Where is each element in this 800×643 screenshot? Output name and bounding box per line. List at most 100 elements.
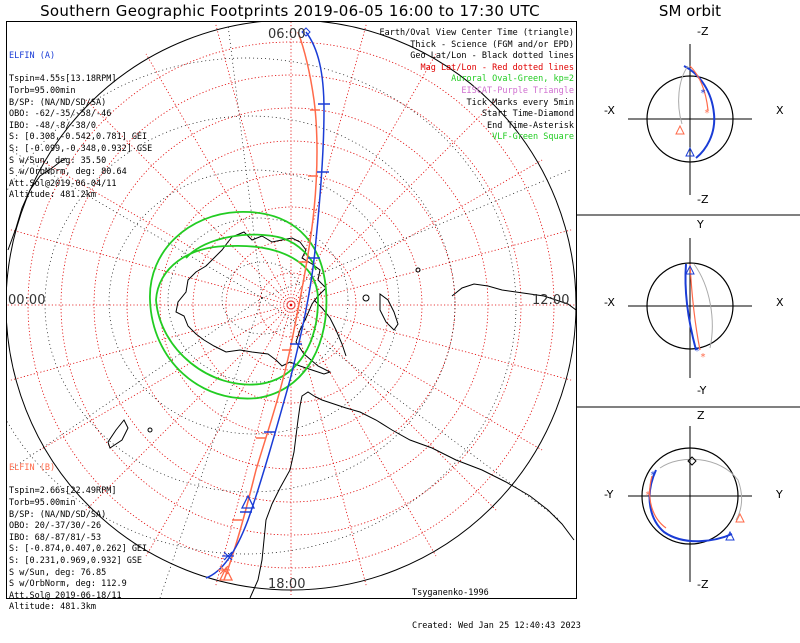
elfin-a-info: ELFIN (A) Tspin=4.55s[13.18RPM] Torb=95.0… — [9, 28, 152, 202]
sm1-axis-bottom: -Z — [697, 193, 709, 206]
sm2-axis-bottom: -Y — [697, 384, 707, 397]
mag-meridian-line — [39, 159, 292, 306]
sm2-axis-right: X — [776, 296, 784, 309]
elfin-a-info-line: OBO: -62/-35/-58/-46 — [9, 109, 112, 120]
legend-item: Thick - Science (FGM and/or EPD) — [410, 39, 574, 50]
elfin-a-header: ELFIN (A) — [9, 51, 56, 62]
elfin-a-info-line: IBO: -48/-8/-38/0 — [9, 120, 96, 131]
mag-meridian-line — [290, 304, 572, 381]
sm-panel-xy: * * — [628, 238, 752, 378]
elfin-b-view-center-triangle — [218, 566, 234, 581]
elfin-a-start-diamond — [301, 27, 311, 37]
elfin-a-info-line: Tspin=4.55s[13.18RPM] — [9, 74, 117, 85]
legend-item: EISCAT-Purple Triangle — [461, 85, 574, 96]
south-america-coastline — [249, 391, 575, 598]
mag-meridian-line — [10, 304, 292, 381]
legend-item: Geo Lat/Lon - Black dotted lines — [410, 51, 574, 62]
elfin-b-info-line: S: [0.231,0.969,0.932] GSE — [9, 555, 143, 566]
elfin-a-track — [205, 31, 325, 579]
mag-meridian-line — [290, 24, 367, 306]
elfin-a-end-asterisk — [222, 551, 234, 561]
elfin-a-info-line: S w/OrbNorm, deg: 80.64 — [9, 167, 127, 178]
sm1-axis-left: -X — [604, 104, 615, 117]
svg-text:*: * — [650, 470, 656, 481]
africa-coastline — [451, 283, 576, 311]
model-credit: Tsyganenko-1996 — [412, 588, 489, 598]
sm-panel-xz-top: * * — [628, 44, 752, 195]
time-label-right: 12:00 — [532, 293, 570, 308]
map-frame — [6, 21, 577, 599]
svg-text:*: * — [700, 352, 706, 363]
elfin-b-info-line: Att.Sol@ 2019-06-18/11 — [9, 590, 122, 601]
elfin-b-info: ELFIN (B) Tspin=2.66s[22.49RPM] Torb=95.0… — [9, 440, 147, 614]
created-timestamp: Created: Wed Jan 25 12:40:43 2023 — [412, 621, 581, 631]
mag-meridian-line — [85, 304, 292, 511]
elfin-b-info-line: S w/Sun, deg: 76.85 — [9, 567, 107, 578]
elfin-a-info-line: Altitude: 481.2km — [9, 190, 96, 201]
mag-meridian-line — [145, 53, 292, 306]
earth-limb — [7, 22, 576, 591]
mag-meridian-line — [290, 304, 367, 586]
auroral-oval-pole — [185, 233, 317, 271]
legend-item: Tick Marks every 5min — [466, 97, 574, 108]
plot-title: Southern Geographic Footprints 2019-06-0… — [40, 2, 540, 20]
mag-meridian-line — [290, 53, 437, 306]
sm3-axis-left: -Y — [604, 488, 614, 501]
new-zealand-coastline — [107, 419, 129, 449]
mag-meridian-line — [39, 304, 292, 451]
sm-orbit-title: SM orbit — [658, 2, 722, 20]
elfin-a-info-line: B/SP: (NA/ND/SD/SA) — [9, 97, 107, 108]
mag-meridian-line — [145, 304, 292, 557]
legend: Earth/Oval View Center Time (triangle) Th… — [380, 28, 574, 144]
elfin-b-ticks — [232, 109, 320, 521]
sm1-axis-top: -Z — [697, 25, 709, 38]
elfin-a-view-center-triangle — [240, 494, 256, 509]
mag-meridian-line — [290, 99, 497, 306]
auroral-oval-inner — [155, 245, 319, 386]
elfin-a-ticks — [240, 103, 330, 513]
elfin-b-info-line: B/SP: (NA/ND/SD/SA) — [9, 509, 107, 520]
antarctic-peninsula — [313, 299, 347, 357]
time-label-top: 06:00 — [268, 27, 306, 42]
legend-item: Start Time-Diamond — [481, 109, 574, 120]
mag-meridian-line — [290, 304, 497, 511]
mag-meridian-line — [215, 304, 292, 586]
madagascar-coastline — [379, 293, 399, 331]
elfin-a-info-line: S: [-0.099,-0.348,0.932] GSE — [9, 143, 153, 154]
mag-meridian-line — [85, 99, 292, 306]
sm-panel-yz: * * — [628, 426, 752, 582]
elfin-b-info-line: IBO: 68/-87/81/-53 — [9, 532, 102, 543]
mag-meridian-line — [290, 229, 572, 306]
mag-meridian-line — [290, 304, 543, 451]
antarctica-coastline — [175, 231, 332, 375]
elfin-b-end-asterisk — [218, 565, 230, 575]
svg-text:*: * — [700, 88, 706, 99]
sm3-axis-bottom: -Z — [697, 578, 709, 591]
time-label-left: 00:00 — [8, 293, 46, 308]
svg-text:*: * — [704, 108, 710, 119]
mag-meridian-line — [215, 24, 292, 306]
islands — [147, 267, 421, 433]
elfin-b-info-line: S w/OrbNorm, deg: 112.9 — [9, 579, 127, 590]
elfin-a-info-line: Torb=95.00min — [9, 85, 76, 96]
elfin-b-info-line: Tspin=2.66s[22.49RPM] — [9, 486, 117, 497]
elfin-a-info-line: S w/Sun, deg: 35.50 — [9, 155, 107, 166]
mag-meridian-line — [10, 229, 292, 306]
legend-item: Earth/Oval View Center Time (triangle) — [379, 28, 574, 38]
legend-item: Auroral Oval-Green, kp=2 — [451, 74, 574, 85]
australia-coastline — [7, 157, 67, 251]
mag-meridian-line — [290, 159, 543, 306]
elfin-b-info-line: Altitude: 481.3km — [9, 602, 96, 613]
elfin-b-info-line: Torb=95.00min — [9, 497, 76, 508]
svg-text:*: * — [694, 346, 700, 357]
mag-meridian-line — [290, 304, 437, 557]
sm2-axis-top: Y — [697, 218, 704, 231]
elfin-a-info-line: S: [0.308,-0.542,0.781] GEI — [9, 132, 148, 143]
elfin-b-info-line: S: [-0.874,0.407,0.262] GEI — [9, 544, 148, 555]
elfin-b-header: ELFIN (B) — [9, 463, 56, 474]
sm3-axis-top: Z — [697, 409, 705, 422]
credits: Tsyganenko-1996 Created: Wed Jan 25 12:4… — [412, 566, 581, 643]
auroral-oval-outer — [149, 211, 328, 400]
elfin-b-info-line: OBO: 20/-37/30/-26 — [9, 521, 102, 532]
sm2-axis-left: -X — [604, 296, 615, 309]
